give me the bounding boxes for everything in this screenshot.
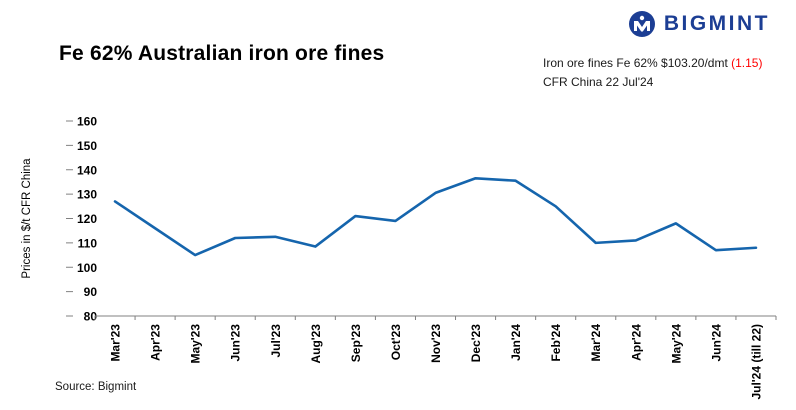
x-tick-label: Aug'23 (309, 324, 323, 364)
x-tick-label: Apr'23 (149, 324, 163, 361)
x-tick-label: Jul'24 (till 22) (749, 324, 763, 400)
x-tick-label: Mar'23 (109, 324, 123, 362)
x-tick-label: Mar'24 (589, 324, 603, 362)
x-tick-label: Jun'23 (229, 324, 243, 362)
x-tick-label: Nov'23 (429, 324, 443, 363)
x-tick-label: Jun'24 (709, 324, 723, 362)
y-tick-label: 110 (78, 236, 98, 250)
bigmint-logo: BIGMINT (628, 10, 770, 38)
x-tick-label: Feb'24 (549, 324, 563, 362)
y-tick-label: 160 (77, 115, 97, 129)
price-quote-line2: CFR China 22 Jul'24 (543, 74, 654, 89)
x-tick-label: Dec'23 (469, 324, 483, 363)
y-tick-label: 130 (77, 188, 97, 202)
price-series-line (113, 176, 758, 257)
y-tick-label: 140 (77, 163, 97, 177)
y-tick-label: 80 (84, 310, 98, 324)
y-tick-label: 120 (77, 212, 97, 226)
source-note: Source: Bigmint (55, 381, 137, 393)
x-tick-label: May'24 (669, 324, 683, 364)
y-axis-title: Prices in $/t CFR China (21, 158, 33, 279)
price-quote-text: Iron ore fines Fe 62% $103.20/dmt (543, 56, 732, 70)
price-quote-line1: Iron ore fines Fe 62% $103.20/dmt (1.15) (543, 54, 762, 73)
x-tick-label: Sep'23 (349, 324, 363, 363)
x-tick-label: Apr'24 (629, 324, 643, 361)
y-tick-label: 90 (84, 285, 98, 299)
x-tick-label: May'23 (189, 324, 203, 364)
bigmint-logo-icon (628, 11, 655, 37)
chart-title: Fe 62% Australian iron ore fines (59, 42, 385, 65)
x-tick-label: Jan'24 (509, 324, 523, 361)
y-tick-label: 150 (77, 139, 97, 153)
price-quote: Iron ore fines Fe 62% $103.20/dmt (1.15)… (543, 54, 762, 91)
price-line-chart: 80 90 100 110 120 130 140 150 160 Prices in $/t C… (21, 115, 777, 400)
y-tick-label: 100 (77, 261, 97, 275)
bigmint-logo-text: BIGMINT (663, 12, 770, 35)
x-tick-label: Jul'23 (269, 324, 283, 358)
price-change-value: (1.15) (731, 56, 763, 70)
x-tick-label: Oct'23 (389, 324, 403, 361)
